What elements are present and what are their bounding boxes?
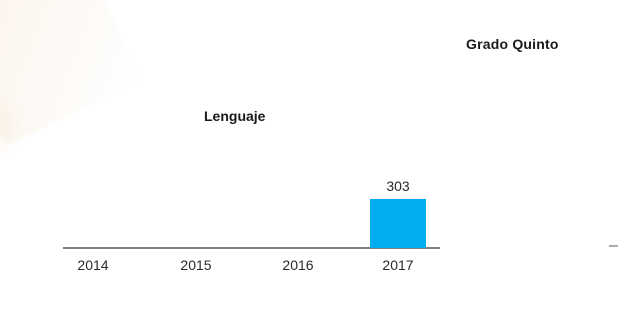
chart-title: Lenguaje	[204, 108, 266, 124]
x-tick-label-2014: 2014	[77, 257, 108, 273]
x-tick-label-2017: 2017	[382, 257, 413, 273]
x-tick-label-2015: 2015	[180, 257, 211, 273]
grade-title: Grado Quinto	[466, 36, 559, 52]
bar-2017	[370, 199, 426, 248]
data-label-2017: 303	[386, 178, 410, 194]
x-tick-label-2016: 2016	[282, 257, 313, 273]
